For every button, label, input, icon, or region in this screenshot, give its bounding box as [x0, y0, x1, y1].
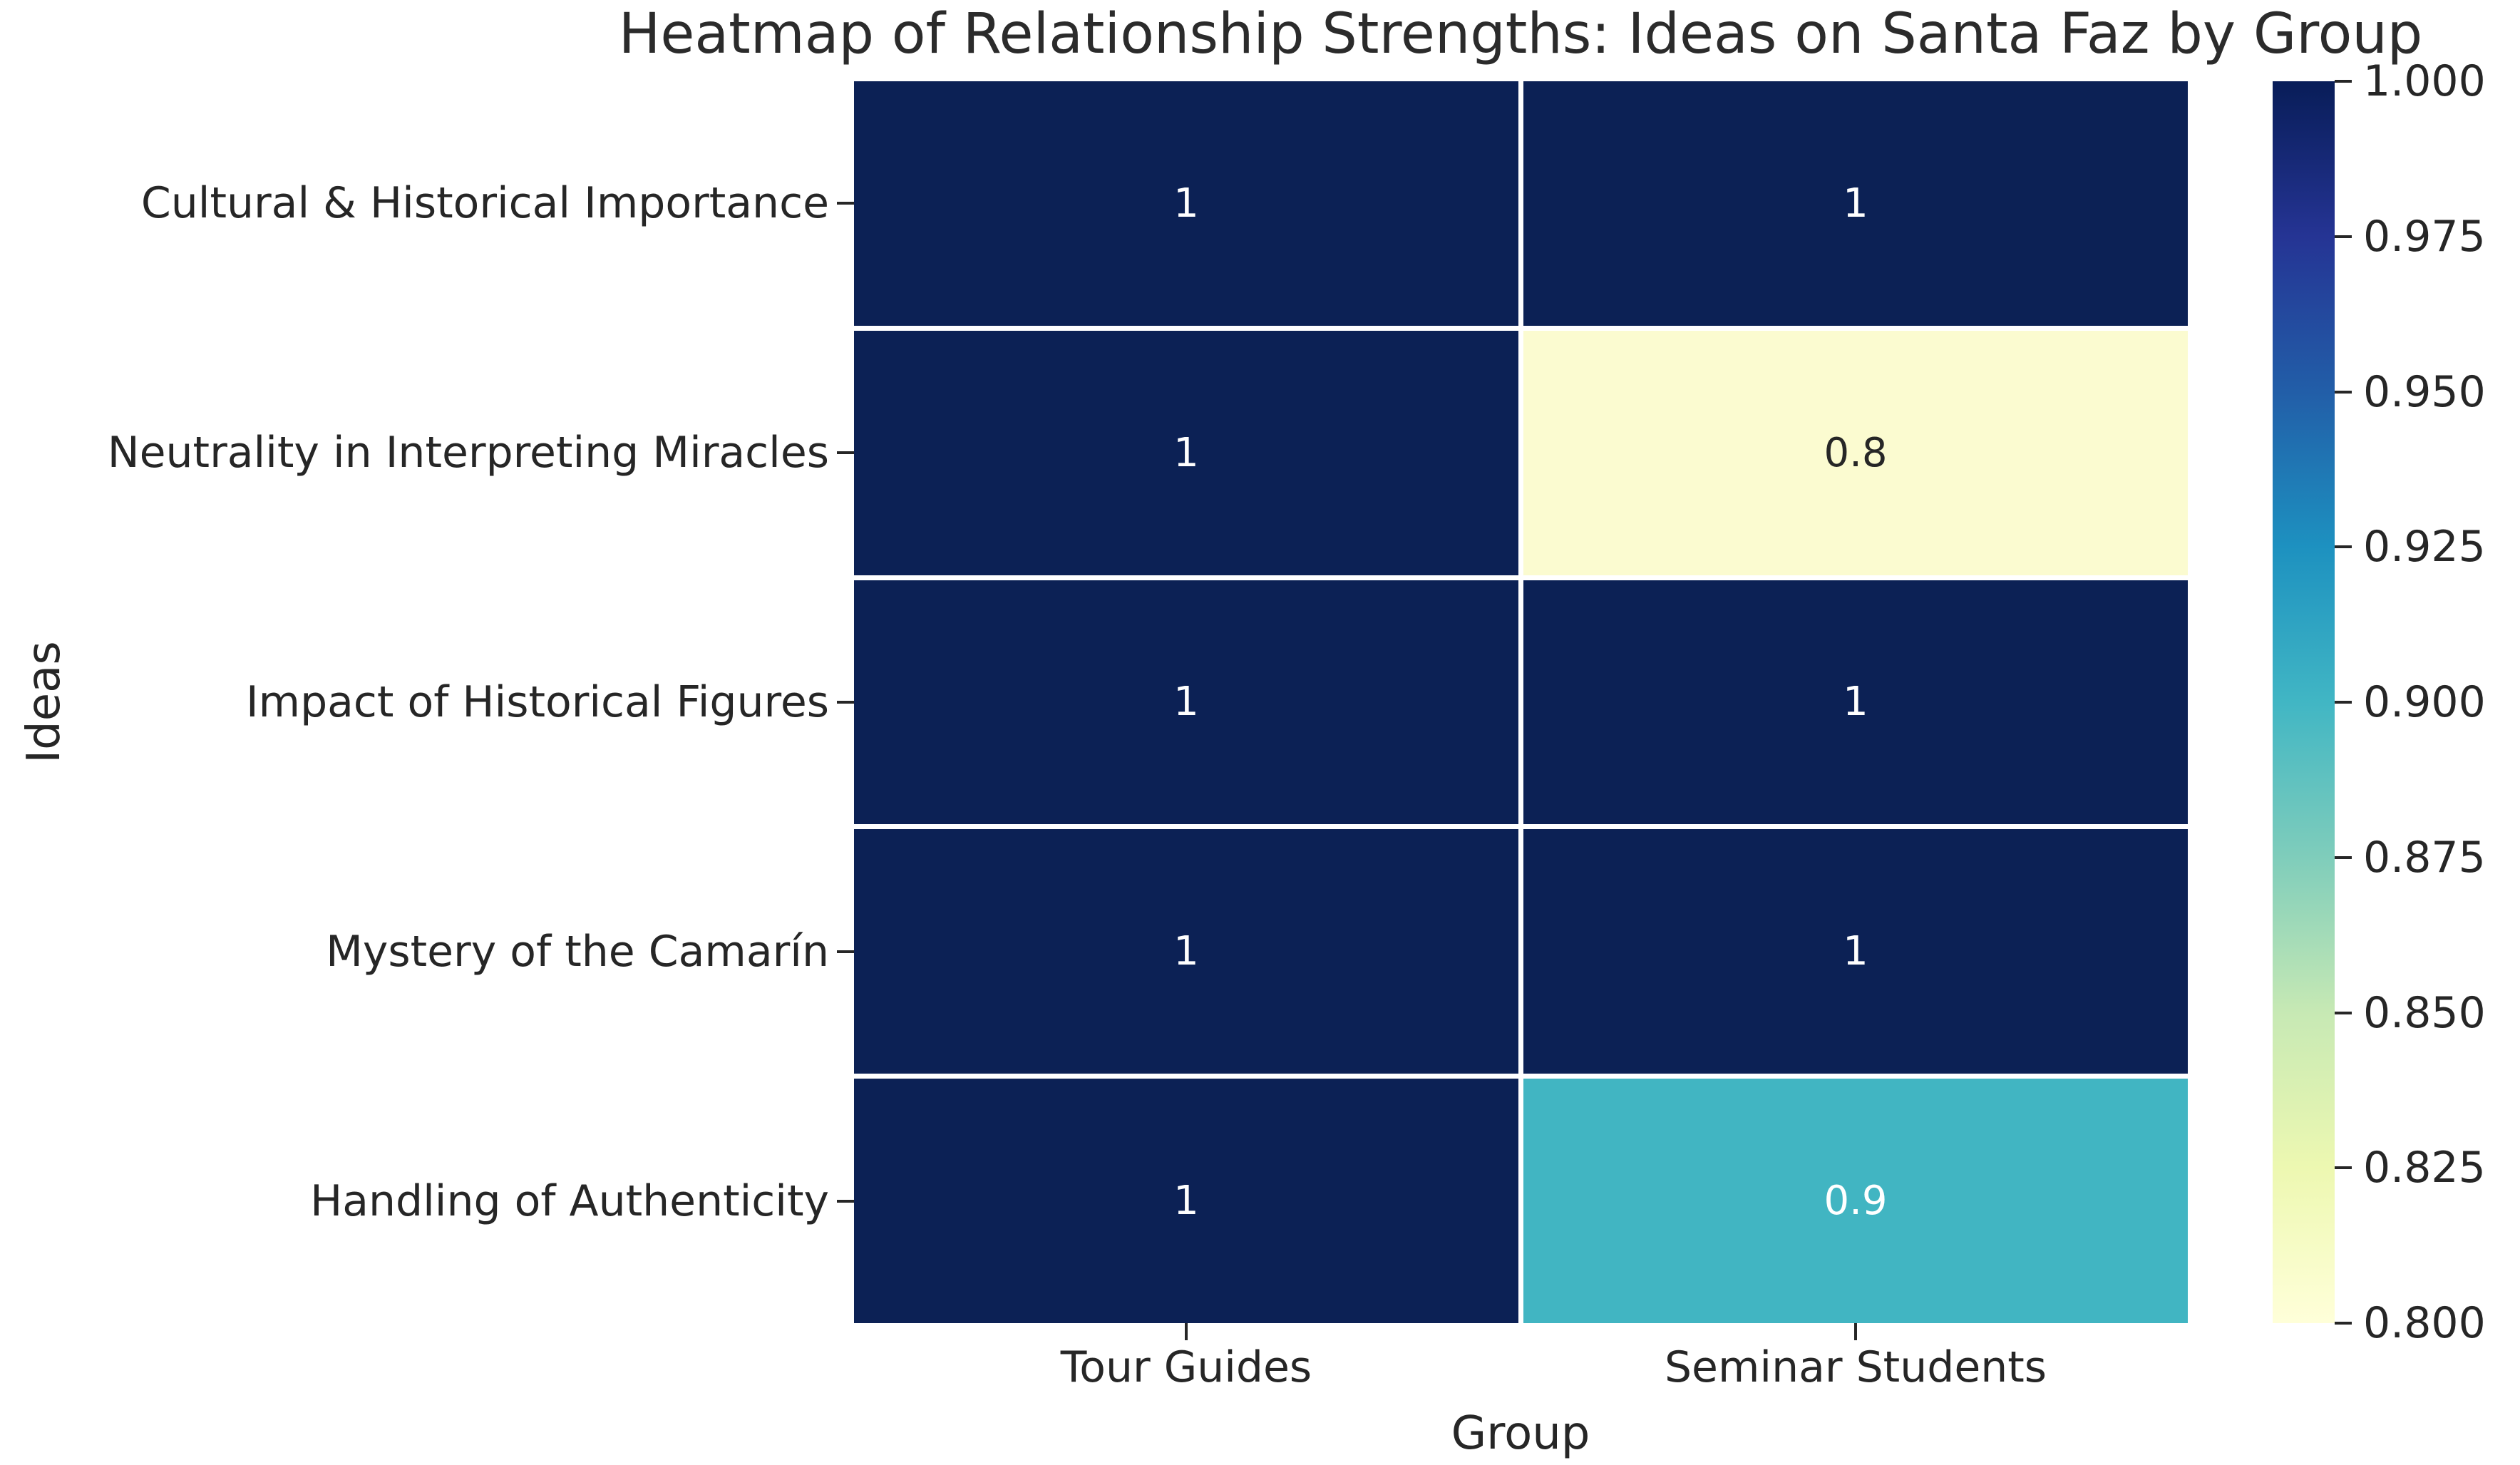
colorbar-tick: [2335, 1011, 2352, 1014]
heatmap-grid: 1 1 1 0.8 1 1 1 1 1 0.9: [854, 81, 2188, 1323]
colorbar-tick-label: 0.950: [2363, 366, 2486, 417]
colorbar-tick-label: 0.850: [2363, 987, 2486, 1038]
heatmap-cell-r1-c0: 1: [854, 330, 1518, 575]
colorbar-tick-label: 1.000: [2363, 56, 2486, 106]
heatmap-cell-r1-c1: 0.8: [1523, 330, 2188, 575]
row-label: Impact of Historical Figures: [245, 677, 829, 727]
row-label: Handling of Authenticity: [310, 1176, 829, 1226]
heatmap-cell-r4-c0: 1: [854, 1079, 1518, 1323]
y-axis-tick: [837, 950, 854, 953]
row-label: Neutrality in Interpreting Miracles: [107, 428, 829, 478]
y-axis-tick: [837, 701, 854, 704]
heatmap-cell-r2-c0: 1: [854, 580, 1518, 825]
colorbar-tick: [2335, 390, 2352, 394]
y-axis-tick: [837, 451, 854, 455]
y-axis-tick: [837, 202, 854, 205]
row-label: Mystery of the Camarín: [326, 926, 829, 977]
colorbar-tick: [2335, 1322, 2352, 1325]
x-axis-tick: [1854, 1323, 1857, 1340]
heatmap-cell-r2-c1: 1: [1523, 580, 2188, 825]
colorbar-tick-label: 0.925: [2363, 522, 2486, 572]
colorbar-tick: [2335, 855, 2352, 859]
heatmap-cell-r0-c1: 1: [1523, 81, 2188, 326]
y-axis-label: Ideas: [18, 641, 71, 764]
colorbar-tick-label: 0.825: [2363, 1143, 2486, 1193]
y-axis-tick: [837, 1199, 854, 1203]
colorbar-tick-label: 0.975: [2363, 211, 2486, 262]
x-axis-label: Group: [1451, 1407, 1590, 1460]
col-label: Tour Guides: [1060, 1342, 1312, 1392]
heatmap-cell-r0-c0: 1: [854, 81, 1518, 326]
chart-title: Heatmap of Relationship Strengths: Ideas…: [618, 2, 2423, 66]
col-label: Seminar Students: [1664, 1342, 2047, 1392]
heatmap-cell-r3-c1: 1: [1523, 829, 2188, 1074]
colorbar-tick: [2335, 1166, 2352, 1170]
heatmap-cell-r4-c1: 0.9: [1523, 1079, 2188, 1323]
colorbar-tick-label: 0.900: [2363, 677, 2486, 727]
colorbar-tick: [2335, 701, 2352, 704]
colorbar-tick-label: 0.875: [2363, 832, 2486, 883]
colorbar: [2273, 81, 2335, 1323]
colorbar-tick-label: 0.800: [2363, 1298, 2486, 1348]
colorbar-tick: [2335, 545, 2352, 549]
colorbar-tick: [2335, 80, 2352, 83]
x-axis-tick: [1185, 1323, 1188, 1340]
colorbar-tick: [2335, 235, 2352, 238]
row-label: Cultural & Historical Importance: [140, 178, 829, 229]
heatmap-cell-r3-c0: 1: [854, 829, 1518, 1074]
